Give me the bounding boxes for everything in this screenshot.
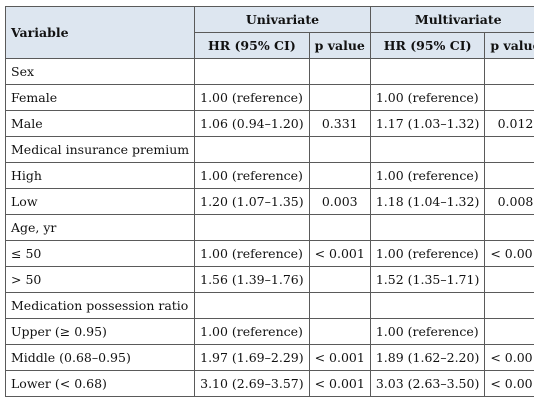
variable-cell: Low	[4, 188, 196, 215]
multivariate-p-cell: < 0.001	[484, 240, 534, 267]
univariate-group-header: Univariate	[194, 6, 371, 33]
table-row: Upper (≥ 0.95) 1.00 (reference) 1.00 (refe…	[4, 318, 534, 345]
table-row: Lower (< 0.68) 3.10 (2.69–3.57) < 0.001 3.0…	[4, 370, 534, 397]
univariate-p-cell: < 0.001	[308, 344, 371, 371]
multivariate-hr-cell: 3.03 (2.63–3.50)	[369, 370, 486, 397]
multivariate-p-cell	[484, 58, 534, 85]
table-row: High 1.00 (reference) 1.00 (reference)	[4, 162, 534, 189]
table-row: Female 1.00 (reference) 1.00 (reference)	[4, 84, 534, 111]
univariate-hr-cell: 1.00 (reference)	[194, 84, 310, 111]
univariate-hr-cell	[194, 292, 310, 319]
multivariate-hr-cell	[369, 58, 486, 85]
multivariate-hr-header: HR (95% CI)	[369, 32, 486, 59]
variable-cell: Sex	[4, 58, 196, 85]
univariate-hr-cell: 1.20 (1.07–1.35)	[194, 188, 310, 215]
multivariate-p-cell	[484, 292, 534, 319]
multivariate-hr-cell	[369, 214, 486, 241]
multivariate-p-header: p value	[484, 32, 534, 59]
univariate-p-cell	[308, 162, 371, 189]
univariate-p-cell	[308, 318, 371, 345]
multivariate-group-header: Multivariate	[369, 6, 534, 33]
multivariate-p-cell	[484, 84, 534, 111]
table-row: Low 1.20 (1.07–1.35) 0.003 1.18 (1.04–1.32)…	[4, 188, 534, 215]
table-row: Middle (0.68–0.95) 1.97 (1.69–2.29) < 0.00…	[4, 344, 534, 371]
table-row: ≤ 50 1.00 (reference) < 0.001 1.00 (referen…	[4, 240, 534, 267]
multivariate-hr-cell: 1.52 (1.35–1.71)	[369, 266, 486, 293]
univariate-hr-cell: 1.00 (reference)	[194, 162, 310, 189]
multivariate-p-cell: < 0.001	[484, 344, 534, 371]
table-row: Age, yr	[4, 214, 534, 241]
variable-cell: Middle (0.68–0.95)	[4, 344, 196, 371]
univariate-hr-cell	[194, 136, 310, 163]
univariate-p-cell: < 0.001	[308, 370, 371, 397]
table-row: Sex	[4, 58, 534, 85]
univariate-p-cell: 0.003	[308, 188, 371, 215]
multivariate-p-cell	[484, 266, 534, 293]
multivariate-hr-cell: 1.89 (1.62–2.20)	[369, 344, 486, 371]
univariate-p-cell	[308, 266, 371, 293]
univariate-hr-cell: 1.06 (0.94–1.20)	[194, 110, 310, 137]
table-row: Medication possession ratio	[4, 292, 534, 319]
variable-column-header: Variable	[4, 6, 196, 59]
univariate-hr-header: HR (95% CI)	[194, 32, 310, 59]
multivariate-hr-cell: 1.17 (1.03–1.32)	[369, 110, 486, 137]
univariate-p-cell: < 0.001	[308, 240, 371, 267]
hazard-ratio-table: Variable Univariate Multivariate HR (95%…	[4, 6, 534, 397]
univariate-hr-cell: 1.56 (1.39–1.76)	[194, 266, 310, 293]
univariate-p-cell	[308, 214, 371, 241]
table-body: Sex Female 1.00 (reference) 1.00 (reference…	[4, 58, 534, 397]
multivariate-p-cell	[484, 136, 534, 163]
univariate-hr-cell: 1.00 (reference)	[194, 318, 310, 345]
multivariate-hr-cell: 1.18 (1.04–1.32)	[369, 188, 486, 215]
multivariate-p-cell: 0.012	[484, 110, 534, 137]
multivariate-p-cell	[484, 162, 534, 189]
variable-cell: ≤ 50	[4, 240, 196, 267]
univariate-hr-cell: 1.00 (reference)	[194, 240, 310, 267]
multivariate-hr-cell	[369, 292, 486, 319]
variable-cell: > 50	[4, 266, 196, 293]
multivariate-hr-cell: 1.00 (reference)	[369, 240, 486, 267]
variable-cell: Lower (< 0.68)	[4, 370, 196, 397]
univariate-hr-cell: 3.10 (2.69–3.57)	[194, 370, 310, 397]
multivariate-hr-cell: 1.00 (reference)	[369, 318, 486, 345]
variable-cell: Age, yr	[4, 214, 196, 241]
variable-cell: High	[4, 162, 196, 189]
univariate-p-cell	[308, 136, 371, 163]
univariate-hr-cell: 1.97 (1.69–2.29)	[194, 344, 310, 371]
multivariate-p-cell: 0.008	[484, 188, 534, 215]
univariate-p-cell	[308, 292, 371, 319]
variable-cell: Female	[4, 84, 196, 111]
univariate-p-cell: 0.331	[308, 110, 371, 137]
univariate-p-cell	[308, 58, 371, 85]
multivariate-p-cell	[484, 318, 534, 345]
variable-cell: Male	[4, 110, 196, 137]
table-row: > 50 1.56 (1.39–1.76) 1.52 (1.35–1.71)	[4, 266, 534, 293]
variable-cell: Upper (≥ 0.95)	[4, 318, 196, 345]
header-row-subcolumns: HR (95% CI) p value HR (95% CI) p value	[6, 32, 534, 59]
variable-cell: Medication possession ratio	[4, 292, 196, 319]
univariate-hr-cell	[194, 214, 310, 241]
multivariate-p-cell: < 0.001	[484, 370, 534, 397]
univariate-p-header: p value	[308, 32, 371, 59]
multivariate-hr-cell: 1.00 (reference)	[369, 162, 486, 189]
table-row: Medical insurance premium	[4, 136, 534, 163]
multivariate-p-cell	[484, 214, 534, 241]
multivariate-hr-cell: 1.00 (reference)	[369, 84, 486, 111]
table-row: Male 1.06 (0.94–1.20) 0.331 1.17 (1.03–1.32…	[4, 110, 534, 137]
multivariate-hr-cell	[369, 136, 486, 163]
univariate-p-cell	[308, 84, 371, 111]
variable-cell: Medical insurance premium	[4, 136, 196, 163]
univariate-hr-cell	[194, 58, 310, 85]
header-row-groups: Variable Univariate Multivariate	[4, 6, 534, 59]
table-header: Variable Univariate Multivariate HR (95%…	[4, 6, 534, 59]
